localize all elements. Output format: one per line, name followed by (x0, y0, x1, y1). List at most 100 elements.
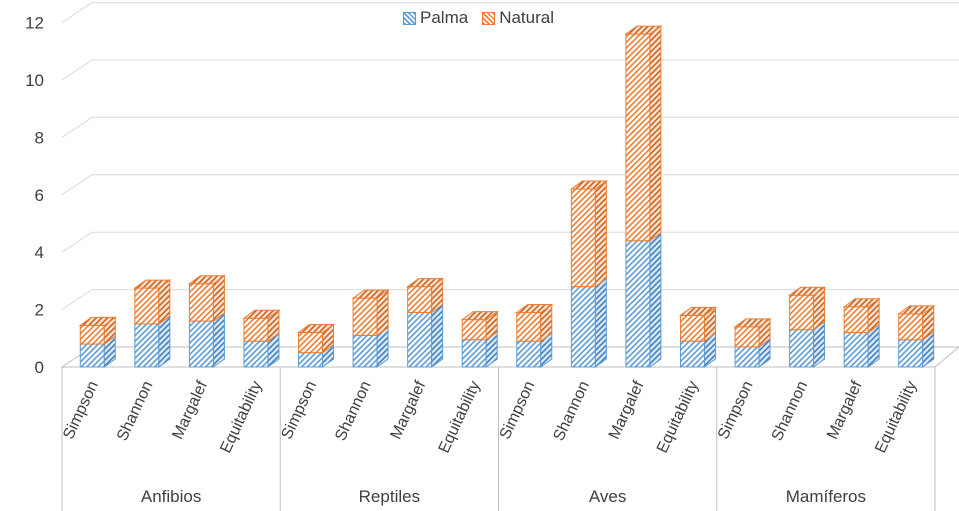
y-tick-label: 0 (35, 358, 44, 377)
legend-label-natural: Natural (499, 8, 554, 27)
bar-palma-front (298, 352, 324, 368)
bar-natural-front (134, 287, 160, 325)
x-tick-label: Margalef (388, 378, 430, 442)
y-tick-label: 10 (25, 71, 44, 90)
bar-natural-top (624, 25, 663, 35)
bar-natural-front (188, 283, 214, 322)
bar-natural-top (460, 311, 499, 321)
legend-label-palma: Palma (420, 8, 469, 27)
x-tick-label: Shannon (332, 379, 374, 444)
x-tick-label: Margalef (169, 378, 211, 442)
bar-palma-front (79, 343, 105, 368)
legend-item-natural: Natural (482, 8, 554, 28)
bar-natural-side (594, 180, 607, 288)
bar-natural-front (461, 319, 487, 341)
legend: Palma Natural (403, 8, 554, 28)
x-tick-label: Equitability (872, 379, 920, 456)
gridline (61, 116, 959, 138)
x-tick-label: Simpson (278, 379, 320, 443)
y-tick-label: 12 (25, 14, 44, 33)
bar-natural-front (352, 297, 378, 336)
bar-natural-front (243, 317, 269, 342)
bar-palma-front (188, 320, 214, 368)
bar-palma-front (134, 323, 160, 368)
x-tick-label: Simpson (60, 379, 102, 443)
bar-palma-side (158, 314, 171, 368)
bar-natural-front (407, 286, 433, 313)
bar-palma-front (789, 329, 815, 368)
y-axis-ticks: 0 2 4 6 8 10 12 (25, 14, 44, 377)
gridline (61, 59, 959, 81)
legend-item-palma: Palma (403, 8, 468, 28)
group-label: Anfibios (141, 487, 201, 506)
bar-natural-top (406, 278, 445, 288)
bar-natural-top (842, 298, 881, 308)
bar-palma-front (461, 339, 487, 368)
x-tick-label: Shannon (550, 379, 592, 444)
bar-palma-side (594, 277, 607, 368)
bar-natural-front (679, 314, 705, 342)
bar-natural-top (133, 279, 172, 289)
bar-natural-top (242, 309, 281, 319)
gridline (61, 174, 959, 196)
bar-natural-front (789, 294, 815, 331)
bar-natural-front (79, 324, 105, 345)
x-tick-label: Margalef (606, 378, 648, 442)
x-tick-label: Equitability (654, 379, 702, 456)
bar-natural-top (351, 289, 390, 299)
legend-swatch-palma (403, 11, 416, 25)
x-tick-label: Equitability (217, 379, 265, 456)
bar-natural-front (625, 33, 651, 242)
x-tick-label: Margalef (824, 378, 866, 442)
bar-palma-front (679, 340, 705, 368)
bar-palma-front (898, 339, 924, 368)
bar-palma-side (649, 231, 662, 368)
gridline (61, 2, 959, 24)
gridlines (61, 2, 959, 311)
bar-palma-front (516, 340, 542, 368)
bar-natural-top (678, 306, 718, 316)
bar-natural-front (516, 311, 542, 342)
bar-palma-side (431, 303, 444, 368)
bar-palma-front (625, 240, 651, 368)
gridline (61, 231, 959, 253)
y-tick-label: 6 (35, 186, 44, 205)
bar-natural-top (515, 303, 554, 313)
bar-natural-top (788, 286, 827, 296)
bar-palma-front (843, 332, 869, 368)
bar-natural-front (298, 332, 324, 354)
group-label: Reptiles (359, 487, 420, 506)
bar-palma-front (734, 346, 760, 368)
bar-palma-front (570, 286, 596, 368)
bar-natural-front (734, 326, 760, 348)
gridline (61, 289, 959, 311)
bar-natural-top (569, 180, 608, 190)
bar-natural-top (296, 324, 336, 334)
bar-palma-side (212, 312, 225, 368)
x-tick-label: Simpson (497, 379, 539, 443)
bar-natural-top (897, 305, 936, 315)
bar-natural-front (898, 313, 924, 341)
group-label: Mamíferos (786, 487, 866, 506)
y-tick-label: 8 (35, 128, 44, 147)
bar-natural-front (843, 306, 869, 334)
bar-natural-top (187, 275, 226, 285)
bar-palma-front (352, 334, 378, 368)
x-axis-labels: Simpson Shannon Margalef EquitabilityAnfibi… (60, 378, 920, 506)
legend-swatch-natural (482, 11, 496, 25)
bar-natural-top (78, 316, 117, 326)
bar-natural-side (649, 25, 662, 242)
x-tick-label: Simpson (715, 379, 757, 443)
x-tick-label: Shannon (114, 379, 156, 444)
bars (78, 25, 936, 368)
y-tick-label: 2 (35, 301, 44, 320)
y-tick-label: 4 (35, 243, 44, 262)
bar-palma-front (243, 340, 269, 368)
bar-natural-front (570, 188, 596, 288)
x-tick-label: Equitability (436, 379, 484, 456)
bar-palma-front (407, 311, 433, 368)
x-tick-label: Shannon (769, 379, 811, 444)
bar-natural-top (733, 318, 772, 328)
group-label: Aves (589, 487, 627, 506)
